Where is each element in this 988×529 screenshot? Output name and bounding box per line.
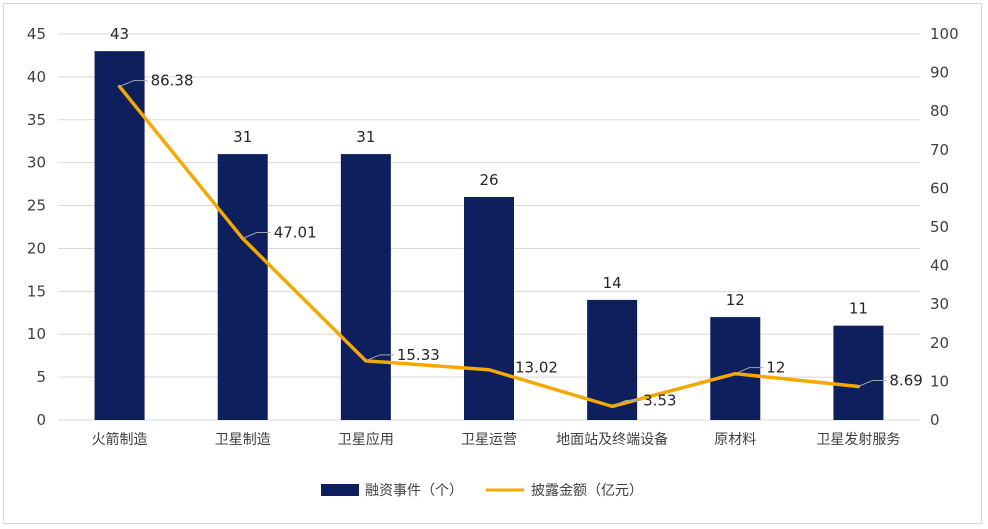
bar [464, 196, 514, 420]
bar [217, 154, 268, 421]
right-tick-label: 60 [930, 179, 949, 197]
right-tick-label: 20 [930, 334, 949, 352]
bar [340, 154, 391, 421]
category-label: 卫星运营 [461, 432, 517, 448]
leader-line [365, 354, 394, 362]
leader-line [611, 399, 641, 407]
bar-data-labels: 43 31 31 26 14 12 11 [110, 25, 868, 317]
left-tick-label: 30 [27, 154, 46, 172]
right-tick-label: 70 [930, 141, 949, 159]
bar-data-label: 31 [356, 128, 375, 146]
left-tick-label: 35 [27, 111, 46, 129]
line-data-labels: 86.38 47.01 15.33 13.02 3.53 12 8.69 [119, 72, 923, 409]
bar-data-label: 14 [603, 274, 622, 292]
right-tick-label: 10 [930, 372, 949, 390]
bar-data-label: 11 [849, 300, 868, 318]
left-tick-label: 45 [27, 25, 46, 43]
right-tick-label: 0 [930, 411, 940, 429]
left-axis: 0 5 10 15 20 25 30 35 40 45 [27, 25, 46, 429]
leader-line [242, 232, 271, 240]
leader-line [119, 80, 148, 88]
legend-bar-swatch [321, 484, 359, 496]
line-data-label: 47.01 [274, 224, 317, 242]
right-tick-label: 100 [930, 25, 959, 43]
bar [94, 51, 145, 421]
bar-data-label: 43 [110, 25, 129, 43]
line-data-label: 8.69 [889, 371, 922, 389]
left-tick-label: 10 [27, 325, 46, 343]
right-tick-label: 80 [930, 102, 949, 120]
left-tick-label: 25 [27, 197, 46, 215]
right-tick-label: 40 [930, 257, 949, 275]
category-axis: 火箭制造 卫星制造 卫星应用 卫星运营 地面站及终端设备 原材料 卫星发射服务 [92, 431, 901, 448]
gridlines [58, 33, 920, 421]
category-label: 卫星制造 [215, 432, 271, 448]
left-tick-label: 0 [36, 411, 46, 429]
right-axis: 0 10 20 30 40 50 60 70 80 90 100 [930, 25, 959, 429]
line-data-label: 13.02 [515, 359, 558, 377]
bar [833, 325, 884, 420]
bar-data-label: 31 [233, 128, 252, 146]
category-label: 卫星应用 [338, 431, 394, 448]
legend: 融资事件（个） 披露金额（亿元） [321, 483, 643, 499]
line-data-label: 15.33 [397, 346, 440, 364]
category-label: 地面站及终端设备 [556, 431, 668, 448]
legend-bar-label: 融资事件（个） [365, 483, 463, 499]
bar [710, 317, 761, 420]
left-tick-label: 5 [36, 368, 46, 386]
right-tick-label: 90 [930, 64, 949, 82]
line-data-label: 3.53 [643, 391, 676, 409]
legend-line-label: 披露金额（亿元） [531, 483, 643, 499]
line-point [487, 368, 491, 372]
bar-data-label: 12 [726, 291, 745, 309]
category-label: 原材料 [714, 432, 756, 448]
left-tick-label: 15 [27, 282, 46, 300]
right-tick-label: 50 [930, 218, 949, 236]
left-tick-label: 20 [27, 239, 46, 257]
bar-data-label: 26 [479, 171, 498, 189]
category-label: 火箭制造 [92, 431, 148, 448]
bar-series [94, 51, 884, 421]
leader-line [735, 367, 764, 375]
left-tick-label: 40 [27, 68, 46, 86]
category-label: 卫星发射服务 [816, 432, 900, 448]
right-tick-label: 30 [930, 295, 949, 313]
line-data-label: 12 [766, 359, 785, 377]
leader-line [858, 379, 887, 387]
line-data-label: 86.38 [151, 72, 194, 90]
